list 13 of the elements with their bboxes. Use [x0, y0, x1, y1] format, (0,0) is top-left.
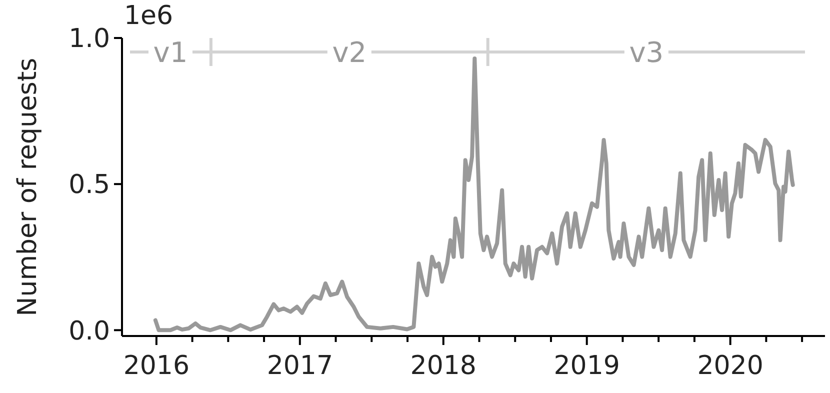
x-tick-label: 2018	[410, 351, 476, 381]
y-axis-title: Number of requests	[13, 58, 43, 316]
text: 1e6	[124, 1, 174, 31]
x-tick-label: 2020	[697, 351, 764, 381]
y-tick-label: 1.0	[68, 24, 110, 54]
annotation: v1	[153, 36, 188, 69]
x-tick-label: 2016	[123, 351, 190, 381]
x-tick-label: 2017	[266, 351, 333, 381]
ref-line-label: v3	[629, 36, 664, 69]
x-tick-label: 2019	[554, 351, 620, 381]
ref-line-label: v2	[332, 36, 367, 69]
y-tick-label: 0.5	[68, 170, 110, 200]
y-tick-label: 0.0	[68, 316, 110, 346]
